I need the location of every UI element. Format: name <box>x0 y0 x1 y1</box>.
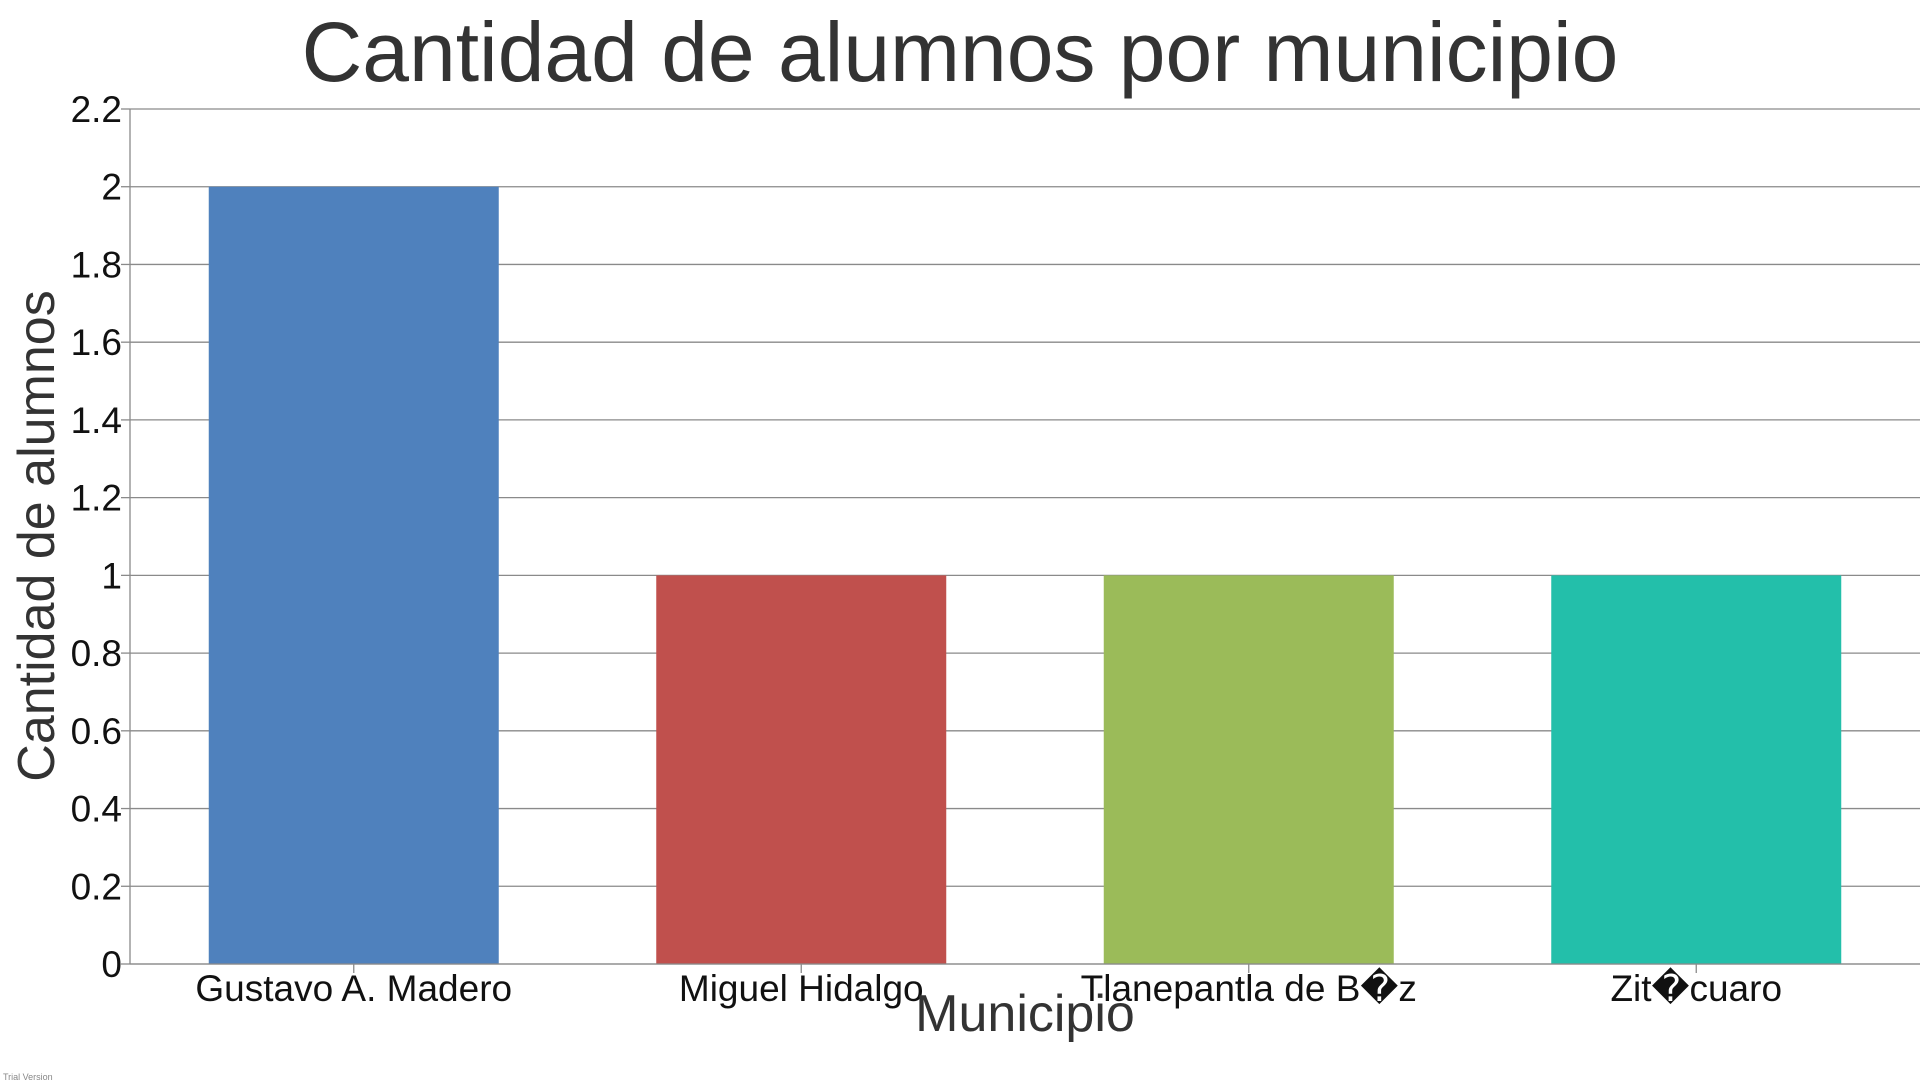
watermark: Trial Version <box>3 1072 53 1082</box>
bar <box>208 186 499 964</box>
bars <box>208 186 1842 964</box>
bar <box>656 575 947 964</box>
x-tick-label: Gustavo A. Madero <box>195 968 512 1009</box>
y-tick-label: 0.4 <box>71 789 122 830</box>
axis-labels: Municipio Cantidad de alumnos <box>8 290 1135 1043</box>
y-tick-label: 1.2 <box>71 478 122 519</box>
y-tick-label: 0.8 <box>71 633 122 674</box>
y-tick-label: 2.2 <box>71 89 122 130</box>
x-axis-title: Municipio <box>915 985 1135 1043</box>
y-tick-label: 1.8 <box>71 244 122 285</box>
y-tick-label: 1.4 <box>71 400 122 441</box>
x-tick-label: Zit�cuaro <box>1610 967 1782 1009</box>
y-tick-label: 2 <box>101 167 122 208</box>
y-tick-label: 0.6 <box>71 711 122 752</box>
chart-title: Cantidad de alumnos por municipio <box>301 5 1619 99</box>
y-tick-label: 0.2 <box>71 866 122 907</box>
y-tick-label: 0 <box>101 944 122 985</box>
x-tick-label: Tlanepantla de B�z <box>1081 967 1417 1009</box>
y-axis-title: Cantidad de alumnos <box>8 290 66 781</box>
x-tick-label: Miguel Hidalgo <box>679 968 924 1009</box>
y-tick-label: 1 <box>101 555 122 596</box>
y-tick-label: 1.6 <box>71 322 122 363</box>
bar <box>1103 575 1394 964</box>
bar <box>1551 575 1842 964</box>
axes: 0 0.2 0.4 0.6 0.8 1 1.2 1.4 1.6 1.8 2 2.2 Gustavo A.… <box>71 89 1920 1009</box>
